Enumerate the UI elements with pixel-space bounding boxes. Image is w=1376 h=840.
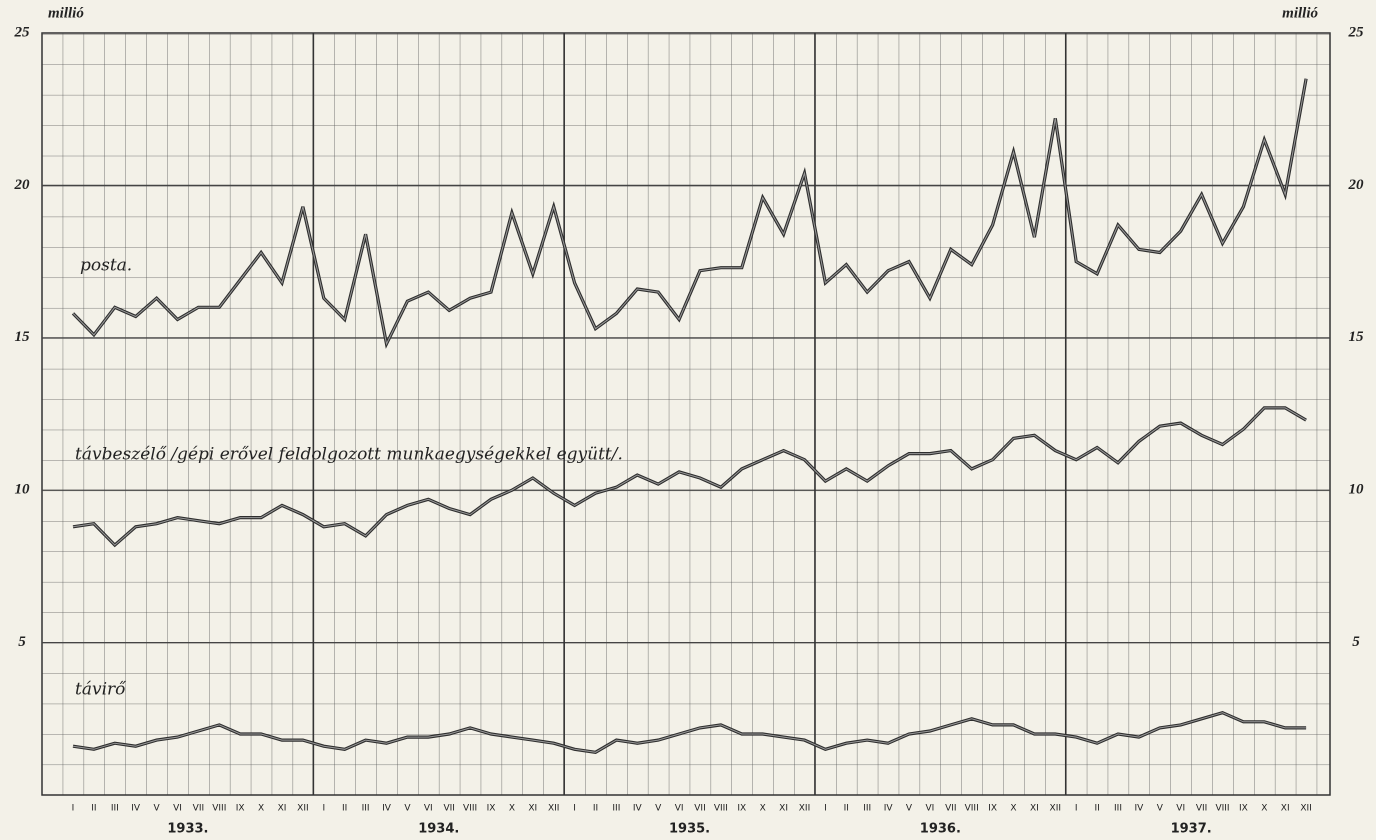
x-tick-label: IX: [737, 804, 746, 814]
x-tick-label: XII: [799, 804, 810, 814]
x-tick-label: III: [612, 804, 620, 814]
x-tick-label: IV: [633, 804, 643, 814]
x-tick-label: XI: [1281, 804, 1290, 814]
y-tick-label-right: 25: [1348, 24, 1365, 40]
x-tick-label: III: [1114, 804, 1122, 814]
x-tick-label: XII: [1300, 804, 1311, 814]
x-tick-label: VII: [1196, 804, 1207, 814]
x-tick-label: IV: [382, 804, 392, 814]
x-tick-label: VI: [1176, 804, 1185, 814]
x-tick-label: VI: [675, 804, 684, 814]
series-label: távirő: [75, 680, 126, 700]
x-tick-label: V: [906, 804, 913, 814]
x-tick-label: IX: [236, 804, 245, 814]
x-tick-label: XI: [278, 804, 287, 814]
y-tick-label: 20: [14, 177, 31, 193]
x-tick-label: VIII: [965, 804, 979, 814]
x-tick-label: IX: [487, 804, 496, 814]
y-tick-label: 5: [18, 634, 26, 650]
x-tick-label: VIII: [212, 804, 226, 814]
x-tick-label: V: [154, 804, 161, 814]
x-tick-label: VI: [173, 804, 182, 814]
x-tick-label: I: [72, 804, 75, 814]
y-tick-label-right: 15: [1349, 329, 1365, 345]
year-label: 1934.: [418, 822, 459, 837]
x-tick-label: X: [509, 804, 515, 814]
year-label: 1935.: [669, 822, 710, 837]
series-line-core: [72, 78, 1307, 346]
x-tick-label: I: [573, 804, 576, 814]
x-tick-label: X: [760, 804, 766, 814]
y-tick-label-right: 5: [1352, 634, 1360, 650]
year-label: 1937.: [1171, 822, 1212, 837]
x-tick-label: XI: [1030, 804, 1039, 814]
x-tick-label: VII: [694, 804, 705, 814]
x-tick-label: XI: [779, 804, 788, 814]
x-tick-label: II: [593, 804, 598, 814]
year-label: 1933.: [167, 822, 208, 837]
x-tick-label: IX: [1239, 804, 1248, 814]
x-tick-label: IV: [884, 804, 894, 814]
year-label: 1936.: [920, 822, 961, 837]
x-tick-label: II: [844, 804, 849, 814]
y-tick-label: 10: [15, 482, 31, 498]
grid-paper: [42, 33, 1330, 795]
x-tick-label: II: [1094, 804, 1099, 814]
x-tick-label: I: [1075, 804, 1078, 814]
x-tick-label: III: [362, 804, 370, 814]
y-tick-label-right: 10: [1349, 482, 1365, 498]
x-tick-label: VIII: [463, 804, 477, 814]
x-tick-label: II: [91, 804, 96, 814]
x-tick-label: VIII: [1215, 804, 1229, 814]
x-tick-label: VII: [443, 804, 454, 814]
series-label: távbeszélő /gépi erővel feldolgozott mun…: [75, 445, 623, 465]
x-tick-label: V: [1157, 804, 1164, 814]
x-tick-label: X: [258, 804, 264, 814]
x-tick-label: I: [824, 804, 827, 814]
x-tick-label: II: [342, 804, 347, 814]
x-tick-label: XII: [297, 804, 308, 814]
x-tick-label: V: [404, 804, 411, 814]
x-tick-label: X: [1261, 804, 1267, 814]
x-tick-label: VII: [945, 804, 956, 814]
y-label-right: millió: [1282, 5, 1318, 21]
x-tick-label: XI: [528, 804, 537, 814]
x-tick-label: XII: [1050, 804, 1061, 814]
y-tick-label: 15: [15, 329, 31, 345]
x-tick-label: VI: [424, 804, 433, 814]
series-label: posta.: [80, 256, 132, 276]
x-tick-label: X: [1010, 804, 1016, 814]
x-tick-label: III: [863, 804, 871, 814]
series-line-core: [72, 712, 1307, 753]
x-tick-label: I: [322, 804, 325, 814]
y-tick-label-right: 20: [1348, 177, 1365, 193]
x-tick-label: III: [111, 804, 119, 814]
x-tick-label: IV: [1134, 804, 1144, 814]
x-tick-label: V: [655, 804, 662, 814]
y-label-left: millió: [48, 5, 84, 21]
x-tick-label: VII: [193, 804, 204, 814]
x-tick-label: VI: [925, 804, 934, 814]
x-tick-label: VIII: [714, 804, 728, 814]
series-line-core: [72, 407, 1307, 546]
y-tick-label: 25: [14, 24, 31, 40]
x-tick-label: XII: [548, 804, 559, 814]
x-tick-label: IX: [988, 804, 997, 814]
x-tick-label: IV: [131, 804, 141, 814]
